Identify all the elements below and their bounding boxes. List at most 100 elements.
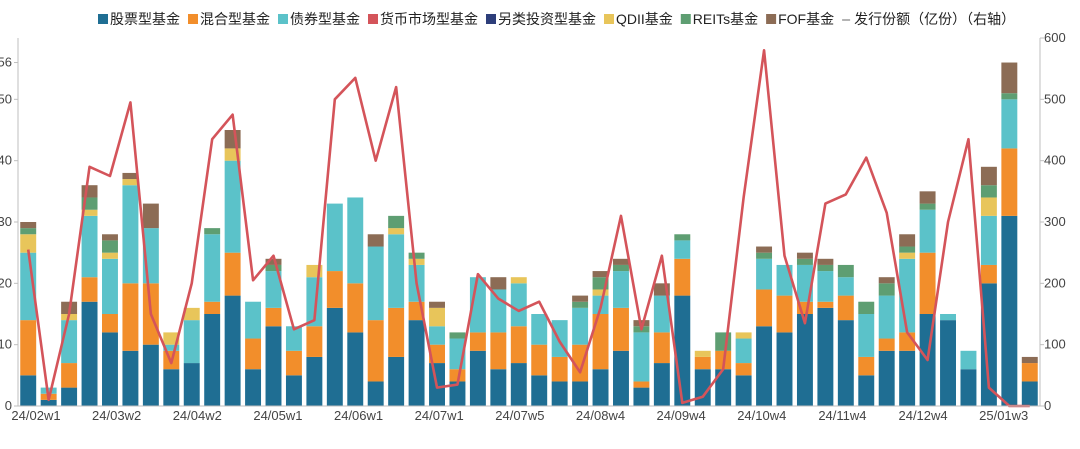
bar-7-42	[878, 277, 895, 284]
bar-1-49	[1021, 363, 1038, 382]
y-right-tick-label: 300	[1044, 214, 1066, 229]
bar-0-22	[469, 350, 486, 406]
bar-1-2	[61, 363, 78, 388]
x-tick-label: 24/11w4	[818, 408, 866, 423]
legend-swatch	[98, 14, 108, 24]
bar-2-30	[633, 332, 650, 382]
legend-label: REITs基金	[693, 11, 758, 27]
bar-0-29	[613, 350, 629, 406]
legend-swatch	[187, 14, 198, 24]
y-left-tick-label: 30	[0, 214, 12, 229]
bar-6-21	[449, 332, 466, 339]
bar-0-31	[653, 363, 670, 406]
bar-1-18	[388, 307, 405, 357]
bar-1-28	[592, 314, 609, 370]
bar-1-39	[817, 301, 834, 308]
bar-1-3	[81, 277, 98, 302]
y-left-tick-label: 10	[0, 337, 12, 352]
bar-5-19	[408, 258, 425, 265]
bar-0-11	[245, 369, 262, 406]
bar-1-48	[1001, 148, 1018, 216]
y-right-tick-label: 600	[1044, 30, 1066, 45]
x-tick-label: 24/12w4	[898, 408, 947, 423]
bar-2-29	[613, 271, 629, 308]
y-left-tick-label: 20	[0, 275, 12, 290]
bar-6-44	[919, 203, 936, 210]
bar-1-29	[613, 307, 629, 351]
bar-2-48	[1001, 99, 1018, 149]
bar-1-26	[551, 356, 568, 382]
bar-6-42	[878, 283, 895, 296]
bar-0-7	[163, 369, 180, 406]
legend-item-4: 另类投资型基金	[485, 11, 596, 27]
bar-6-39	[817, 264, 834, 272]
bar-2-8	[183, 320, 200, 364]
legend-item-8: 发行份额（亿份）（右轴）	[842, 11, 1015, 27]
x-tick-label: 24/05w1	[253, 408, 302, 423]
y-left-tick-label: 40	[0, 153, 12, 168]
y-right-tick-label: 500	[1044, 91, 1066, 106]
bar-7-44	[919, 191, 936, 204]
bar-1-42	[878, 338, 895, 351]
y-left-tick-label: 0	[5, 398, 12, 413]
bar-5-18	[388, 228, 405, 235]
bar-0-1	[40, 399, 57, 406]
legend-swatch	[277, 14, 288, 24]
x-tick-label: 24/03w2	[92, 408, 141, 423]
bar-2-4	[102, 258, 118, 314]
bar-6-40	[837, 264, 854, 278]
bar-0-21	[449, 381, 466, 406]
bar-1-11	[245, 338, 262, 370]
legend-label: QDII基金	[616, 11, 673, 27]
bar-2-10	[224, 160, 241, 253]
bar-1-30	[633, 381, 650, 388]
bar-7-5	[122, 172, 139, 180]
y-right-tick-label: 400	[1044, 153, 1066, 168]
bar-0-6	[142, 344, 159, 406]
bar-5-33	[694, 350, 711, 357]
bar-0-14	[306, 356, 323, 406]
bar-6-32	[674, 234, 691, 241]
bar-0-9	[204, 314, 221, 406]
legend-label: 债券型基金	[290, 11, 360, 27]
bar-1-9	[204, 301, 221, 314]
bars-layer	[20, 62, 1038, 406]
y-left-tick-label: 56	[0, 55, 12, 70]
bar-6-48	[1001, 93, 1018, 100]
x-tick-label: 24/06w1	[334, 408, 383, 423]
legend-swatch	[603, 14, 614, 24]
bar-0-2	[61, 387, 78, 406]
x-tick-label: 24/07w1	[415, 408, 464, 423]
bar-7-23	[490, 277, 507, 290]
bar-5-24	[510, 277, 527, 284]
bar-7-17	[367, 234, 384, 247]
bar-6-34	[715, 332, 732, 351]
bar-2-15	[326, 203, 343, 272]
bar-2-46	[960, 350, 977, 370]
bar-2-37	[776, 264, 793, 296]
bar-1-40	[837, 295, 854, 321]
bar-6-29	[613, 264, 629, 272]
bar-6-0	[20, 228, 37, 235]
bar-5-0	[20, 234, 37, 253]
bar-0-36	[756, 326, 773, 406]
legend-label: 货币市场型基金	[380, 11, 478, 27]
bar-0-24	[510, 363, 527, 406]
bar-0-15	[326, 307, 343, 406]
bar-1-22	[469, 332, 486, 351]
bar-7-39	[817, 258, 834, 265]
line-series-0	[26, 48, 1030, 408]
bar-6-47	[980, 185, 997, 198]
y-right-tick-label: 100	[1044, 337, 1066, 352]
bar-7-38	[796, 252, 813, 259]
bar-6-4	[102, 240, 118, 253]
bar-0-37	[776, 332, 793, 406]
bar-6-19	[408, 252, 425, 259]
bar-2-47	[980, 215, 997, 265]
bar-7-47	[980, 166, 997, 186]
bar-2-16	[347, 197, 364, 284]
bar-0-49	[1021, 381, 1038, 406]
bar-0-43	[899, 350, 916, 406]
bar-2-11	[245, 301, 262, 339]
bar-0-34	[715, 369, 732, 406]
